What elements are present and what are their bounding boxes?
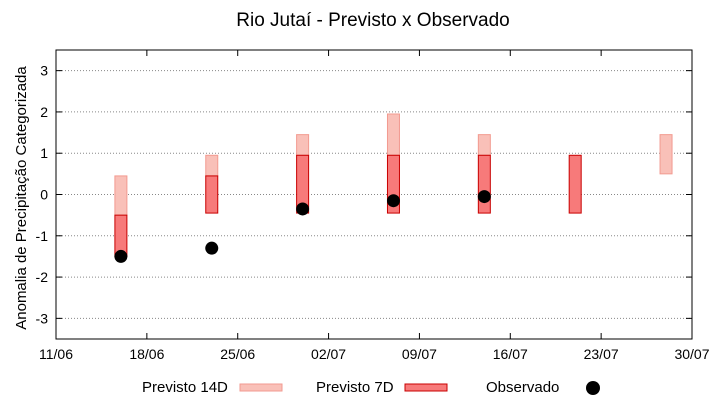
y-tick-label: 3 <box>40 63 48 79</box>
x-tick-label: 16/07 <box>493 346 528 362</box>
point-observado <box>296 202 310 216</box>
bar-previsto-14d <box>477 134 491 156</box>
legend-label-previsto-7d: Previsto 7D <box>316 379 394 396</box>
y-tick-label: -3 <box>36 310 49 326</box>
y-tick-label: 0 <box>40 187 48 203</box>
y-tick-label: -1 <box>36 228 49 244</box>
x-tick-label: 02/07 <box>311 346 346 362</box>
bar-previsto-14d <box>659 134 673 175</box>
legend-swatch-previsto-7d <box>404 383 448 392</box>
x-tick-label: 11/06 <box>39 346 73 362</box>
x-tick-label: 18/06 <box>129 346 164 362</box>
bars <box>114 113 673 257</box>
bar-previsto-14d <box>386 113 400 156</box>
bar-previsto-7d <box>568 154 582 214</box>
legend-swatch-previsto-14d <box>239 383 283 392</box>
x-tick-label: 25/06 <box>220 346 255 362</box>
legend-marker-observado <box>586 381 600 395</box>
bar-previsto-7d <box>477 154 491 214</box>
point-observado <box>114 249 128 263</box>
point-observado <box>477 190 491 204</box>
y-tick-label: 1 <box>40 145 48 161</box>
grid-lines <box>56 70 692 319</box>
bar-previsto-14d <box>114 175 128 216</box>
x-tick-label: 09/07 <box>402 346 437 362</box>
x-tick-label: 30/07 <box>674 346 709 362</box>
plot-frame <box>55 49 693 340</box>
y-axis-label: Anomalia de Precipitação Categorizada <box>13 66 30 330</box>
point-observado <box>205 241 219 255</box>
bar-previsto-14d <box>205 154 219 177</box>
axes: -3 -2 -1 0 1 2 3 11/06 18/06 25/06 02/07 09/07 16/07… <box>36 49 710 362</box>
point-observado <box>386 194 400 208</box>
legend-label-observado: Observado <box>486 379 559 396</box>
legend-label-previsto-14d: Previsto 14D <box>142 379 228 396</box>
chart-title: Rio Jutaí - Previsto x Observado <box>236 10 510 31</box>
bar-previsto-7d <box>205 175 219 214</box>
observed-points <box>114 190 491 263</box>
bar-previsto-14d <box>296 134 310 156</box>
y-tick-label: 2 <box>40 104 48 120</box>
x-tick-label: 23/07 <box>584 346 619 362</box>
legend: Previsto 14D Previsto 7D Observado <box>142 379 600 396</box>
y-tick-label: -2 <box>36 269 49 285</box>
